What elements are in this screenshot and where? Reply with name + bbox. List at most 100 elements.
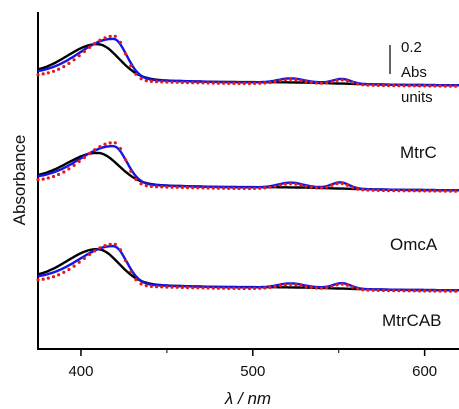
dot-mtrc xyxy=(185,81,190,85)
dot-mtrcab xyxy=(247,286,251,291)
dot-mtrcab xyxy=(118,248,123,252)
dot-mtrc xyxy=(381,83,385,88)
dot-mtrc xyxy=(206,81,210,85)
dot-omca xyxy=(454,189,458,193)
dot-mtrcab xyxy=(335,283,339,287)
dot-omca xyxy=(165,185,169,189)
dot-omca xyxy=(350,185,355,190)
dot-mtrcab xyxy=(283,283,287,287)
dot-omca xyxy=(325,185,329,189)
dot-mtrcab xyxy=(170,285,174,289)
x-tick-label: 400 xyxy=(68,363,93,380)
dot-omca xyxy=(113,141,117,145)
dot-mtrcab xyxy=(124,259,128,263)
dot-mtrcab xyxy=(222,286,226,290)
dot-mtrcab xyxy=(206,286,210,290)
dot-mtrcab xyxy=(227,286,231,290)
dot-mtrc xyxy=(144,79,148,83)
dot-mtrcab xyxy=(366,288,370,292)
dot-omca xyxy=(252,186,257,190)
dot-mtrcab xyxy=(392,289,396,293)
dot-mtrc xyxy=(227,81,231,85)
dot-mtrcab xyxy=(371,288,375,292)
dot-mtrc xyxy=(278,79,282,83)
dot-omca xyxy=(407,189,411,193)
dot-mtrcab xyxy=(216,286,220,290)
dot-mtrcab xyxy=(155,285,159,289)
dot-mtrc xyxy=(443,84,447,88)
dot-mtrc xyxy=(263,81,267,85)
dot-mtrc xyxy=(103,36,107,40)
dot-mtrc xyxy=(252,81,257,85)
dot-omca xyxy=(278,183,282,187)
dot-mtrc xyxy=(335,78,339,82)
dot-mtrc xyxy=(41,72,45,76)
dot-omca xyxy=(402,189,406,193)
x-tick-label: 500 xyxy=(240,363,265,380)
dot-mtrcab xyxy=(180,285,184,290)
dot-mtrcab xyxy=(273,285,277,289)
scale-bar-label-1: 0.2 xyxy=(401,39,422,56)
dot-mtrc xyxy=(160,80,164,84)
dot-mtrcab xyxy=(196,286,200,290)
dot-omca xyxy=(155,185,159,189)
x-ticks: 400 500 600 xyxy=(68,349,437,380)
dot-mtrcab xyxy=(268,285,272,290)
dot-mtrcab xyxy=(88,252,92,257)
dot-mtrc xyxy=(113,34,117,38)
dot-mtrc xyxy=(304,80,308,84)
dot-mtrcab xyxy=(242,286,246,291)
dot-omca xyxy=(82,155,86,160)
dot-omca xyxy=(428,189,432,193)
dot-mtrc xyxy=(309,80,313,85)
scale-bar-label-3: units xyxy=(401,89,433,106)
dot-mtrc xyxy=(93,41,97,46)
dot-mtrcab xyxy=(113,242,117,246)
scale-bar: 0.2 Abs units xyxy=(389,39,433,106)
dot-mtrc xyxy=(139,77,143,81)
dot-mtrcab xyxy=(309,285,313,290)
dot-mtrcab xyxy=(263,286,267,290)
dot-mtrcab xyxy=(108,242,112,246)
dot-omca xyxy=(417,189,422,193)
dot-mtrcab xyxy=(46,276,50,280)
dot-mtrc xyxy=(98,38,102,42)
curve-mtrc-black xyxy=(37,43,459,87)
dot-omca xyxy=(304,184,308,188)
dot-omca xyxy=(247,186,251,191)
dot-omca xyxy=(433,189,437,193)
dot-mtrc xyxy=(170,80,174,84)
dot-omca xyxy=(283,182,287,186)
dot-omca xyxy=(103,142,107,146)
dot-mtrcab xyxy=(423,289,427,293)
dot-mtrc xyxy=(88,45,92,50)
dot-omca xyxy=(36,178,40,182)
dot-omca xyxy=(361,188,365,192)
dot-mtrc xyxy=(345,79,349,83)
dot-mtrc xyxy=(428,84,432,88)
dot-mtrcab xyxy=(165,285,169,289)
dot-mtrc xyxy=(196,81,200,85)
dot-omca xyxy=(93,148,97,152)
dot-omca xyxy=(227,186,231,190)
dot-mtrc xyxy=(417,84,422,88)
dot-mtrcab xyxy=(252,286,257,290)
dot-mtrc xyxy=(283,78,287,82)
dot-mtrcab xyxy=(356,287,360,291)
dot-omca xyxy=(237,186,241,191)
dot-omca xyxy=(67,167,71,171)
dot-mtrcab xyxy=(82,256,86,260)
dot-mtrc xyxy=(376,83,380,87)
dot-omca xyxy=(263,186,267,190)
dot-mtrc xyxy=(175,80,179,84)
dot-mtrcab xyxy=(407,289,411,293)
dot-mtrcab xyxy=(149,284,153,288)
dot-omca xyxy=(62,170,66,174)
dot-omca xyxy=(139,182,143,186)
dot-omca xyxy=(268,185,272,189)
dot-mtrcab xyxy=(144,284,148,288)
curve-omca-black xyxy=(37,151,459,192)
dot-mtrc xyxy=(77,54,81,58)
dot-omca xyxy=(314,186,318,190)
dot-omca xyxy=(191,186,195,190)
